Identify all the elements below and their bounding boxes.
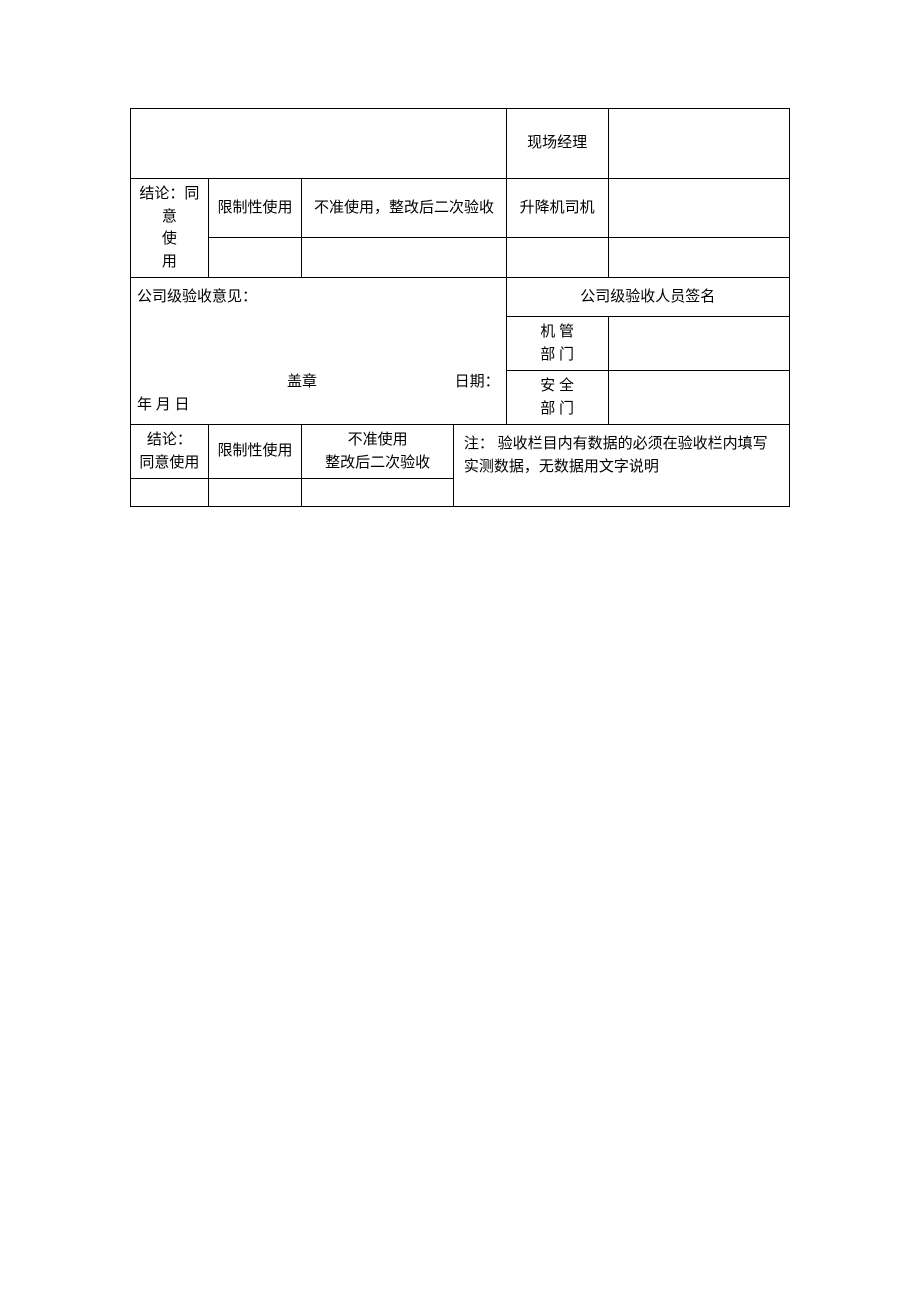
site-manager-label: 现场经理 [506,109,608,179]
conclusion2-text: 结论： [147,432,192,448]
empty-cell-r3-1 [506,238,608,278]
not-permitted2-line1: 不准使用 [348,432,408,448]
conclusion-agree-label: 结论：同意 使 用 [131,179,209,278]
safety-dept-label: 安 全 部 门 [506,371,608,425]
date-label-text: 日期： [455,371,500,394]
not-permitted2-label: 不准使用 整改后二次验收 [302,425,454,479]
empty-cell-r3-2 [608,238,789,278]
safety-dept-value [608,371,789,425]
conclusion2-label: 结论： 同意使用 [131,425,209,479]
not-permitted-label: 不准使用，整改后二次验收 [302,179,506,238]
not-permitted2-value [302,479,454,507]
opinion-stamp-date-area: 盖章 日期： 年 月 日 [131,317,507,425]
use-end-text: 用 [162,254,177,270]
stamp-text: 盖章 [287,371,317,394]
restricted-use-value [208,238,302,278]
restricted-use-label: 限制性使用 [208,179,302,238]
note-text: 注： 验收栏目内有数据的必须在验收栏内填写实测数据，无数据用文字说明 [453,425,789,507]
company-opinion-label: 公司级验收意见： [131,278,507,317]
machine-dept-line2: 部 门 [540,347,574,363]
empty-header-left [131,109,507,179]
not-permitted-value [302,238,506,278]
machine-dept-line1: 机 管 [540,324,574,340]
not-permitted2-line2: 整改后二次验收 [325,455,430,471]
date-line-text: 年 月 日 [137,394,500,417]
lift-driver-label: 升降机司机 [506,179,608,238]
conclusion2-value [131,479,209,507]
use-char-text: 使 [162,231,177,247]
conclusion-prefix-text: 结论：同意 [139,186,199,225]
agree2-text: 同意使用 [139,455,199,471]
site-manager-value [608,109,789,179]
restricted2-value [208,479,302,507]
lift-driver-value [608,179,789,238]
safety-dept-line1: 安 全 [540,378,574,394]
safety-dept-line2: 部 门 [540,401,574,417]
machine-dept-label: 机 管 部 门 [506,317,608,371]
machine-dept-value [608,317,789,371]
restricted2-label: 限制性使用 [208,425,302,479]
company-signers-label: 公司级验收人员签名 [506,278,789,317]
inspection-form-table: 现场经理 结论：同意 使 用 限制性使用 不准使用，整改后二次验收 升降机司机 … [130,108,790,507]
